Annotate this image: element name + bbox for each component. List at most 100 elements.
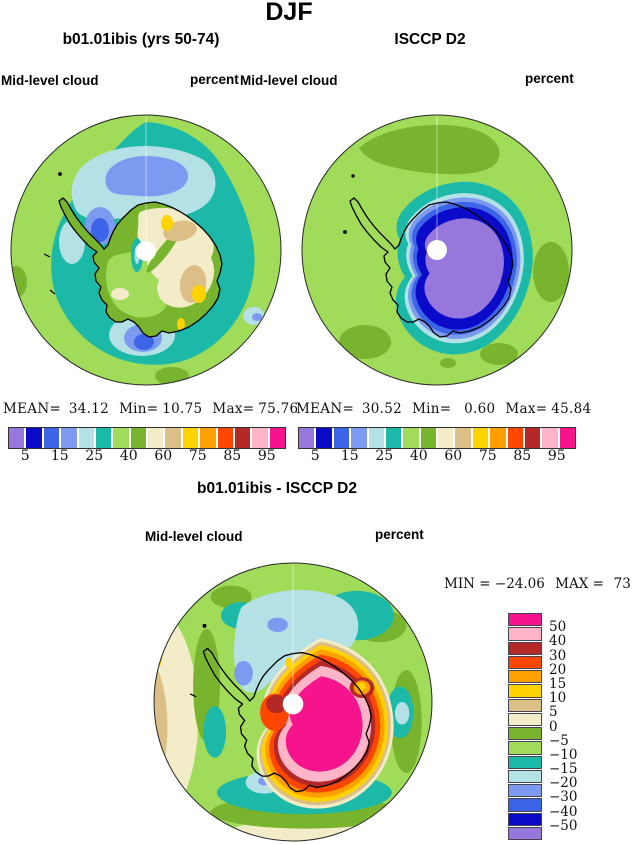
colorbar-cell xyxy=(508,684,542,698)
tick-label: 60 xyxy=(154,448,173,464)
colorbar-cell xyxy=(524,428,541,448)
map-frame-circle xyxy=(301,114,573,386)
tick-label: 25 xyxy=(85,448,104,464)
colorbar-cell xyxy=(43,428,60,448)
tick-label: 40 xyxy=(409,448,428,464)
diff-units-label: percent xyxy=(375,527,424,542)
colorbar-cell xyxy=(403,428,419,448)
map-frame-circle xyxy=(10,114,282,386)
colorbar-cell xyxy=(542,428,558,448)
tick-label: 40 xyxy=(119,448,138,464)
mean-label: MEAN= xyxy=(296,401,355,417)
colorbar-cell xyxy=(9,428,25,448)
colorbar-cell xyxy=(559,428,575,448)
model-colorbar xyxy=(8,427,286,449)
tick-label: 50 xyxy=(549,619,567,636)
colorbar-cell xyxy=(299,428,315,448)
colorbar-cell xyxy=(508,712,542,726)
min-label: Min= xyxy=(412,401,452,417)
colorbar-cell xyxy=(508,798,542,812)
colorbar-cell xyxy=(182,428,199,448)
colorbar-cell xyxy=(26,428,42,448)
season-title: DJF xyxy=(265,0,313,26)
tick-label: −40 xyxy=(549,803,578,820)
max-label: Max= xyxy=(505,401,548,417)
colorbar-cell xyxy=(508,641,542,655)
colorbar-cell xyxy=(508,812,542,826)
tick-label: 75 xyxy=(188,448,207,464)
max-label: Max= xyxy=(212,401,255,417)
model-stats-line: MEAN= 34.12 Min= 10.75 Max= 75.76 xyxy=(3,401,298,417)
min-label: Min= xyxy=(119,401,159,417)
diff-minmax-line: MIN = −24.06 MAX = 73.32 xyxy=(444,576,632,592)
tick-label: −30 xyxy=(549,789,578,806)
model-map xyxy=(10,114,282,386)
pole-dot xyxy=(282,693,304,715)
colorbar-cell xyxy=(508,655,542,669)
map-frame-circle xyxy=(153,562,433,842)
island-mark xyxy=(202,623,207,628)
model-field-label: Mid-level cloud xyxy=(1,73,99,88)
obs-panel-title: ISCCP D2 xyxy=(394,31,466,48)
island-mark xyxy=(343,230,347,234)
max-value: 73.32 xyxy=(613,576,632,592)
tick-label: 0 xyxy=(549,718,558,735)
diff-colorbar xyxy=(508,613,542,840)
max-label: MAX = xyxy=(555,576,604,592)
colorbar-cell xyxy=(508,627,542,641)
tick-label: 5 xyxy=(310,448,320,464)
colorbar-cell xyxy=(508,670,542,684)
colorbar-cell xyxy=(234,428,251,448)
colorbar-cell xyxy=(385,428,402,448)
obs-colorbar-ticks: 5 15 25 40 60 75 85 95 xyxy=(298,448,574,464)
colorbar-cell xyxy=(508,698,542,712)
tick-label: 85 xyxy=(513,448,532,464)
obs-map xyxy=(301,114,573,386)
colorbar-cell xyxy=(507,428,523,448)
colorbar-cell xyxy=(472,428,489,448)
obs-units-label: percent xyxy=(525,71,574,86)
tick-label: −50 xyxy=(549,817,578,834)
tick-label: 15 xyxy=(549,675,567,692)
obs-field-label: Mid-level cloud xyxy=(240,73,338,88)
colorbar-cell xyxy=(508,727,542,741)
tick-label: −5 xyxy=(549,732,569,749)
colorbar-cell xyxy=(252,428,268,448)
tick-label: 95 xyxy=(257,448,276,464)
island-mark xyxy=(58,172,62,176)
colorbar-cell xyxy=(508,741,542,755)
pole-dot xyxy=(136,241,156,261)
colorbar-cell xyxy=(490,428,506,448)
colorbar-cell xyxy=(113,428,129,448)
tick-label: 25 xyxy=(375,448,394,464)
tick-label: −15 xyxy=(549,761,578,778)
colorbar-cell xyxy=(351,428,367,448)
max-value: 45.84 xyxy=(551,401,592,417)
min-label: MIN = xyxy=(444,576,491,592)
colorbar-cell xyxy=(130,428,146,448)
tick-label: −10 xyxy=(549,746,578,763)
colorbar-cell xyxy=(508,784,542,798)
colorbar-cell xyxy=(508,613,542,627)
min-value: 10.75 xyxy=(162,401,203,417)
mean-value: 30.52 xyxy=(361,401,403,417)
colorbar-cell xyxy=(333,428,350,448)
colorbar-cell xyxy=(455,428,471,448)
colorbar-cell xyxy=(508,826,542,840)
colorbar-cell xyxy=(95,428,112,448)
colorbar-cell xyxy=(438,428,454,448)
colorbar-cell xyxy=(508,769,542,783)
mean-value: 34.12 xyxy=(68,401,110,417)
colorbar-cell xyxy=(420,428,436,448)
tick-label: −20 xyxy=(549,775,578,792)
colorbar-cell xyxy=(61,428,77,448)
tick-label: 20 xyxy=(549,661,567,678)
tick-label: 60 xyxy=(444,448,463,464)
obs-colorbar xyxy=(298,427,576,449)
diff-panel-title: b01.01ibis - ISCCP D2 xyxy=(197,480,357,497)
tick-label: 10 xyxy=(549,690,567,707)
model-colorbar-ticks: 5 15 25 40 60 75 85 95 xyxy=(8,448,284,464)
colorbar-cell xyxy=(508,755,542,769)
obs-stats-line: MEAN= 30.52 Min= 0.60 Max= 45.84 xyxy=(296,401,591,417)
